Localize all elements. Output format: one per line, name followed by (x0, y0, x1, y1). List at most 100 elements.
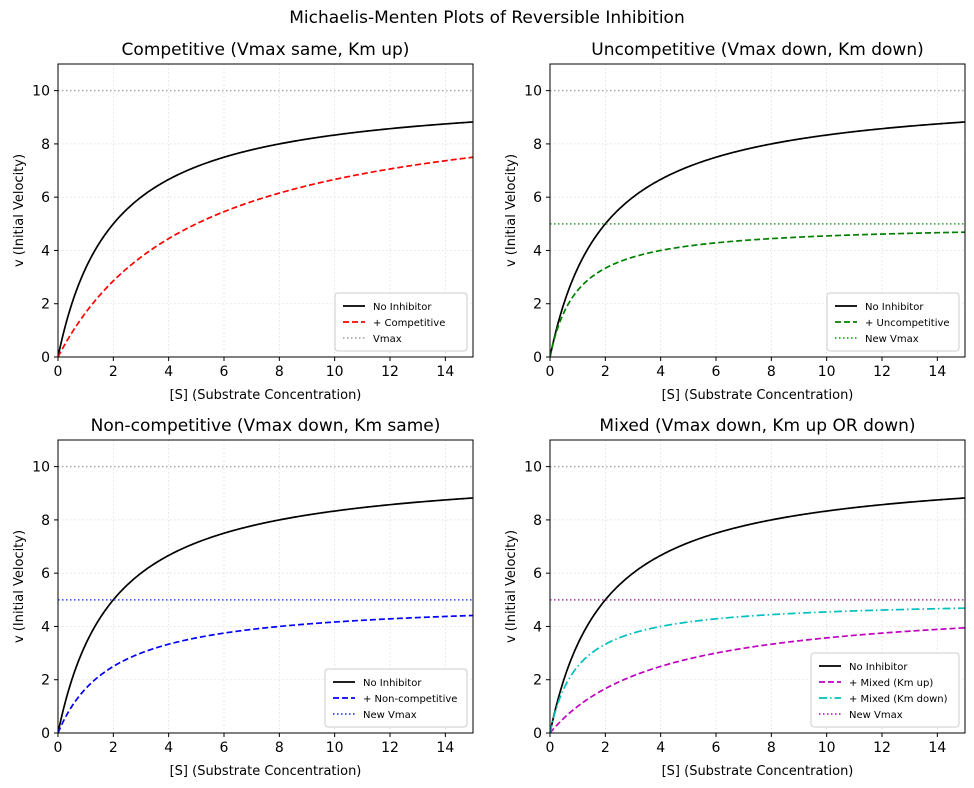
x-tick-label: 2 (109, 740, 118, 756)
x-tick-label: 6 (712, 740, 721, 756)
legend-box (810, 652, 960, 728)
x-tick-label: 10 (818, 364, 836, 380)
legend-item-label: New Vmax (363, 710, 417, 721)
legend-item-label: + Competitive (373, 318, 445, 329)
legend-item-label: Vmax (373, 334, 402, 345)
series-line-2 (58, 156, 473, 357)
legend-item-label: New Vmax (865, 334, 919, 345)
y-tick-label: 6 (533, 190, 542, 206)
y-tick-label: 6 (533, 566, 542, 582)
x-tick-label: 0 (546, 740, 555, 756)
series-line-1 (58, 121, 473, 357)
series-group (550, 89, 965, 357)
x-tick-label: 4 (656, 740, 665, 756)
x-tick-label: 2 (601, 740, 610, 756)
x-tick-label: 8 (275, 740, 284, 756)
legend-box (334, 292, 468, 352)
axes-frame (549, 63, 966, 358)
y-tick-label: 2 (533, 673, 542, 689)
series-line-1 (550, 497, 965, 733)
series-line-2 (550, 627, 965, 733)
y-tick-label: 6 (41, 566, 50, 582)
x-tick-label: 6 (712, 364, 721, 380)
chart-title: Mixed (Vmax down, Km up OR down) (599, 416, 915, 436)
x-tick-label: 10 (326, 364, 344, 380)
x-tick-label: 8 (767, 364, 776, 380)
legend-item-label: No Inhibitor (363, 678, 422, 689)
x-tick-label: 2 (109, 364, 118, 380)
x-tick-label: 12 (381, 740, 399, 756)
y-axis-label: v (Initial Velocity) (12, 530, 27, 643)
x-axis-label: [S] (Substrate Concentration) (662, 388, 854, 403)
y-tick-label: 10 (524, 84, 542, 100)
y-axis-label: v (Initial Velocity) (504, 154, 519, 267)
x-tick-label: 14 (436, 364, 454, 380)
x-tick-label: 0 (54, 364, 63, 380)
y-tick-label: 2 (41, 297, 50, 313)
series-line-2 (58, 614, 473, 733)
y-tick-label: 6 (41, 190, 50, 206)
series-group (550, 465, 965, 733)
chart-panel-2: 0 2 4 6 8 10 12 14 0 2 4 6 8 10 Uncompetitive (Vmax do… (504, 40, 966, 403)
x-tick-label: 0 (546, 364, 555, 380)
chart-panel-3: 0 2 4 6 8 10 12 14 0 2 4 6 8 10 Non-competitive (Vmax … (12, 416, 474, 779)
legend-box (324, 668, 468, 728)
chart-title: Uncompetitive (Vmax down, Km down) (591, 40, 923, 60)
x-axis-label: [S] (Substrate Concentration) (170, 764, 362, 779)
y-tick-label: 8 (41, 137, 50, 153)
x-tick-label: 6 (220, 740, 229, 756)
series-line-3 (550, 607, 965, 733)
x-tick-label: 14 (436, 740, 454, 756)
chart-title: Non-competitive (Vmax down, Km same) (91, 416, 441, 436)
y-tick-label: 10 (32, 460, 50, 476)
y-tick-label: 4 (41, 619, 50, 635)
chart-title: Competitive (Vmax same, Km up) (122, 40, 410, 60)
figure-title: Michaelis-Menten Plots of Reversible Inh… (289, 8, 684, 28)
x-tick-label: 14 (928, 364, 946, 380)
y-axis-label: v (Initial Velocity) (12, 154, 27, 267)
x-tick-label: 0 (54, 740, 63, 756)
x-tick-label: 4 (164, 364, 173, 380)
series-group (58, 89, 473, 357)
y-tick-label: 4 (533, 619, 542, 635)
chart-panel-1: 0 2 4 6 8 10 12 14 0 2 4 6 8 10 Competitive (Vmax same… (12, 40, 474, 403)
axes-frame (549, 439, 966, 734)
legend-item-label: + Mixed (Km up) (849, 678, 933, 689)
x-tick-label: 12 (381, 364, 399, 380)
series-line-1 (550, 121, 965, 357)
y-tick-label: 10 (32, 84, 50, 100)
x-tick-label: 4 (164, 740, 173, 756)
legend-box (826, 292, 960, 352)
x-tick-label: 10 (326, 740, 344, 756)
legend-item-label: + Mixed (Km down) (849, 694, 948, 705)
series-line-2 (550, 231, 965, 357)
legend-item-label: No Inhibitor (865, 302, 924, 313)
y-tick-label: 8 (533, 513, 542, 529)
legend-item-label: New Vmax (849, 710, 903, 721)
y-tick-label: 4 (533, 243, 542, 259)
chart-panel-4: 0 2 4 6 8 10 12 14 0 2 4 6 8 10 Mixed (Vmax down, Km u… (504, 416, 966, 779)
x-tick-label: 8 (275, 364, 284, 380)
legend: No Inhibitor + Uncompetitive New Vmax (826, 292, 960, 352)
x-tick-label: 6 (220, 364, 229, 380)
y-tick-label: 10 (524, 460, 542, 476)
legend-item-label: + Non-competitive (363, 694, 457, 705)
y-tick-label: 0 (533, 726, 542, 742)
series-group (58, 465, 473, 733)
y-tick-label: 4 (41, 243, 50, 259)
x-axis-label: [S] (Substrate Concentration) (170, 388, 362, 403)
y-axis-label: v (Initial Velocity) (504, 530, 519, 643)
y-tick-label: 0 (533, 350, 542, 366)
legend-item-label: No Inhibitor (849, 662, 908, 673)
axes-frame (57, 439, 474, 734)
x-axis-label: [S] (Substrate Concentration) (662, 764, 854, 779)
x-tick-label: 8 (767, 740, 776, 756)
x-tick-label: 12 (873, 364, 891, 380)
y-tick-label: 2 (533, 297, 542, 313)
y-tick-label: 2 (41, 673, 50, 689)
legend-item-label: No Inhibitor (373, 302, 432, 313)
x-tick-label: 2 (601, 364, 610, 380)
axes-frame (57, 63, 474, 358)
legend: No Inhibitor + Non-competitive New Vmax (324, 668, 468, 728)
y-tick-label: 0 (41, 350, 50, 366)
